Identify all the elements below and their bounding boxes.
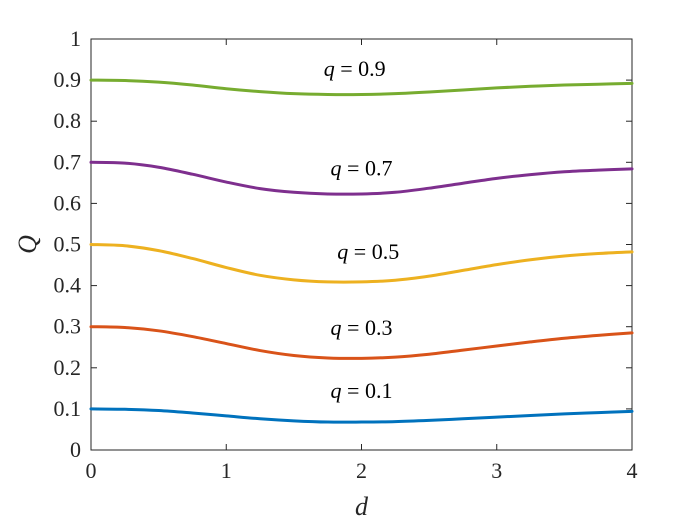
x-tick-label: 3 [491, 458, 502, 483]
curve-label: q = 0.1 [331, 378, 393, 403]
y-tick-label: 0.9 [54, 67, 82, 92]
series-line-1 [89, 325, 634, 360]
curve-label-symbol: q [331, 378, 342, 403]
curve-label-symbol: q [331, 315, 342, 340]
x-tick-label: 2 [356, 458, 367, 483]
curve-label-value: = 0.9 [335, 56, 386, 81]
y-tick-label: 0.5 [54, 232, 82, 257]
curve-labels: q = 0.1q = 0.3q = 0.5q = 0.7q = 0.9 [324, 56, 399, 403]
y-tick-label: 0.7 [54, 149, 82, 174]
curve-label-value: = 0.7 [342, 155, 393, 180]
series-line-3 [89, 160, 634, 196]
curve-label: q = 0.3 [331, 315, 393, 340]
curve-label-symbol: q [324, 56, 335, 81]
y-tick-label: 0.1 [54, 396, 82, 421]
curve-label-value: = 0.5 [348, 239, 399, 264]
curve-label-value: = 0.1 [342, 378, 393, 403]
curve-label: q = 0.5 [337, 239, 399, 264]
plot-area [90, 38, 633, 451]
y-tick-label: 0.6 [54, 190, 82, 215]
axis-ticks: 0 1 2 3 4 0 0.1 0.2 0.3 0.4 0.5 0.6 0.7 0.8 0.9 1 [54, 26, 638, 483]
y-tick-label: 0.2 [54, 355, 82, 380]
series-lines [89, 78, 634, 424]
series-line-4 [89, 78, 634, 97]
curve-label-value: = 0.3 [342, 315, 393, 340]
curve-label-symbol: q [337, 239, 348, 264]
y-tick-label: 0.8 [54, 108, 82, 133]
y-axis-title: Q [13, 235, 42, 254]
x-tick-label: 4 [627, 458, 638, 483]
y-tick-label: 0.3 [54, 314, 82, 339]
x-axis-title: d [355, 492, 369, 521]
series-line-0 [89, 407, 634, 424]
curve-label: q = 0.7 [331, 155, 393, 180]
series-line-2 [89, 243, 634, 284]
y-tick-label: 0.4 [54, 273, 82, 298]
x-tick-label: 0 [86, 458, 97, 483]
curve-label: q = 0.9 [324, 56, 386, 81]
curve-label-symbol: q [331, 155, 342, 180]
y-tick-label: 1 [70, 26, 81, 51]
x-tick-label: 1 [221, 458, 232, 483]
y-tick-label: 0 [70, 437, 81, 462]
